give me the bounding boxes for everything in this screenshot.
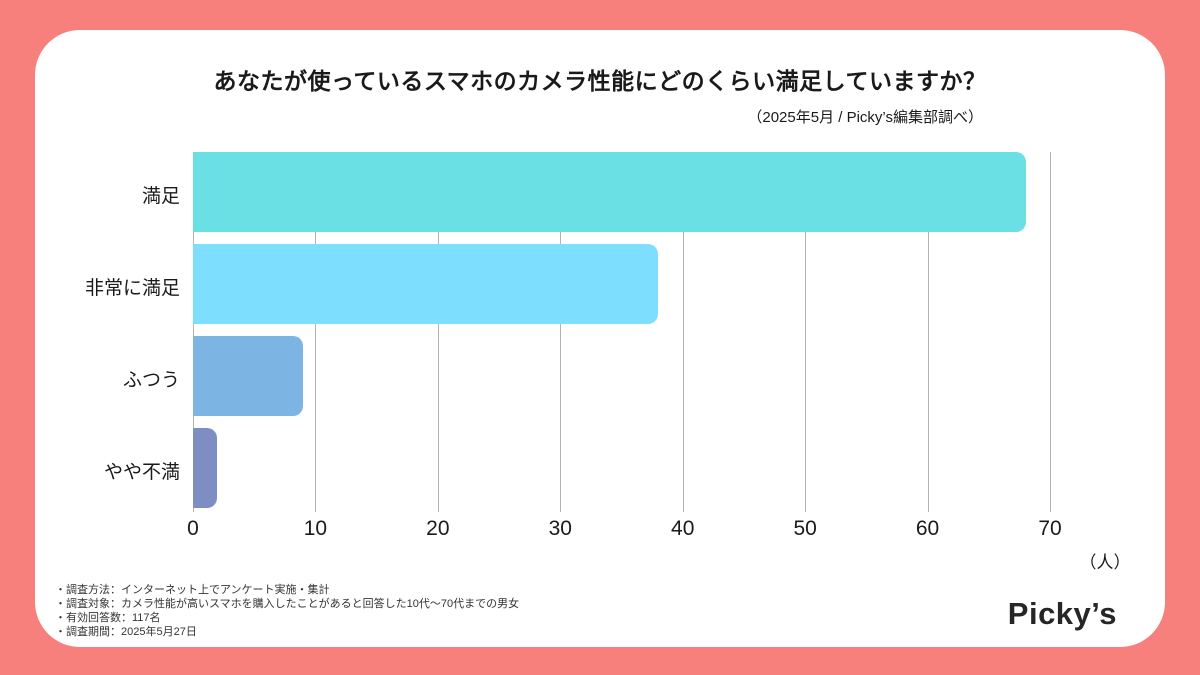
chart-subtitle: （2025年5月 / Picky’s編集部調べ） bbox=[747, 109, 983, 126]
gridline-20 bbox=[437, 152, 439, 512]
category-label-やや不満: やや不満 bbox=[103, 462, 180, 483]
gridline-0 bbox=[193, 152, 194, 512]
x-tick-0: 0 bbox=[187, 517, 199, 540]
gridline-70 bbox=[1050, 152, 1051, 512]
footnote-period: ・調査期間：2025年5月27日 bbox=[55, 626, 197, 638]
x-tick-60: 60 bbox=[915, 517, 940, 540]
pickys-logo: Picky’s bbox=[1007, 596, 1117, 631]
gridline-60 bbox=[927, 152, 929, 512]
chart-area bbox=[193, 152, 1051, 512]
bar-非常に満足 bbox=[193, 244, 659, 324]
x-axis-unit-label: （人） bbox=[1079, 553, 1131, 572]
category-label-非常に満足: 非常に満足 bbox=[84, 278, 180, 299]
x-tick-70: 70 bbox=[1038, 517, 1062, 540]
x-tick-30: 30 bbox=[548, 517, 572, 540]
category-labels: 満足非常に満足ふつうやや不満 bbox=[35, 152, 180, 512]
footnote-respondents: ・有効回答数：117名 bbox=[55, 612, 161, 624]
x-tick-50: 50 bbox=[793, 517, 817, 540]
gridline-10 bbox=[315, 152, 317, 512]
bar-満足 bbox=[193, 152, 1026, 232]
category-label-満足: 満足 bbox=[141, 186, 180, 207]
category-label-ふつう: ふつう bbox=[122, 370, 180, 391]
survey-footnotes: ・調査方法：インターネット上でアンケート実施・集計 ・調査対象：カメラ性能が高い… bbox=[55, 583, 519, 639]
bar-ふつう bbox=[193, 336, 304, 416]
x-tick-20: 20 bbox=[426, 517, 450, 540]
gridline-50 bbox=[805, 152, 807, 512]
chart-card: あなたが使っているスマホのカメラ性能にどのくらい満足していますか？ （2025年… bbox=[35, 30, 1165, 647]
x-axis-tick-labels: 0 10 20 30 40 50 60 70 bbox=[187, 517, 1062, 547]
x-tick-40: 40 bbox=[671, 517, 695, 540]
gridline-30 bbox=[560, 152, 562, 512]
chart-title: あなたが使っているスマホのカメラ性能にどのくらい満足していますか？ bbox=[213, 68, 987, 94]
bar-やや不満 bbox=[193, 428, 218, 508]
x-tick-10: 10 bbox=[303, 517, 328, 540]
footnote-target: ・調査対象：カメラ性能が高いスマホを購入したことがあると回答した10代〜70代ま… bbox=[55, 598, 520, 610]
gridline-40 bbox=[682, 152, 684, 512]
footnote-method: ・調査方法：インターネット上でアンケート実施・集計 bbox=[55, 584, 330, 596]
